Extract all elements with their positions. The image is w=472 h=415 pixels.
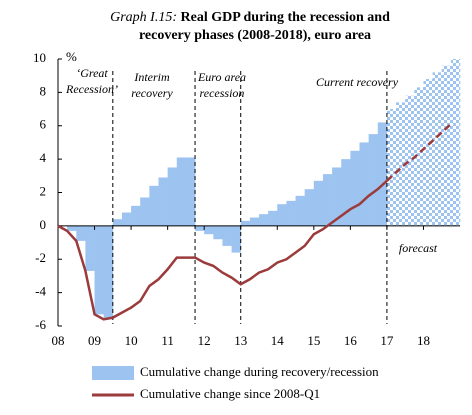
x-tick-label: 11 (161, 333, 174, 348)
bar (231, 225, 242, 253)
bar (259, 214, 269, 226)
bar (277, 204, 287, 226)
bar (450, 59, 461, 226)
bar (213, 225, 223, 240)
bar (149, 185, 159, 226)
y-tick-label: 8 (40, 83, 47, 98)
x-tick-label: 12 (198, 333, 211, 348)
annotation: recovery (131, 86, 173, 100)
annotation: Euro area (197, 70, 246, 84)
bar (423, 79, 433, 226)
title-line: Real GDP during the recession and (181, 10, 391, 25)
bar (67, 225, 77, 231)
bar (249, 217, 260, 226)
x-tick-label: 13 (234, 333, 247, 348)
x-tick-label: 09 (88, 333, 101, 348)
bar (158, 177, 168, 226)
line (57, 179, 388, 321)
bar (76, 225, 86, 241)
bar (286, 200, 296, 226)
bar (359, 142, 369, 226)
bar (94, 225, 104, 315)
y-tick-label: 4 (40, 150, 47, 165)
chart-title: Graph I.15: Real GDP during the recessio… (110, 10, 390, 25)
y-tick-label: 6 (40, 117, 47, 132)
y-tick-label: -6 (35, 317, 46, 332)
legend-label: Cumulative change since 2008-Q1 (140, 386, 320, 401)
annotation: forecast (399, 241, 438, 255)
bar (350, 150, 360, 226)
bar (332, 167, 342, 226)
bar (195, 225, 205, 231)
bar (131, 205, 141, 226)
bar (121, 212, 132, 226)
bar (85, 225, 95, 271)
x-tick-label: 17 (380, 333, 394, 348)
bar (396, 102, 406, 226)
annotation: Recession’ (65, 82, 118, 96)
bar (112, 219, 123, 226)
y-tick-label: -4 (35, 284, 46, 299)
bar (222, 225, 232, 246)
bar (185, 157, 196, 226)
y-tick-label: -2 (35, 250, 46, 265)
title-prefix: Graph I.15: (110, 10, 177, 25)
bar (304, 189, 315, 226)
y-unit: % (66, 49, 77, 64)
bar (103, 225, 114, 320)
x-tick-label: 08 (52, 333, 65, 348)
bar (295, 195, 305, 226)
bar (268, 210, 278, 226)
bar (313, 180, 324, 226)
x-tick-label: 15 (307, 333, 320, 348)
bar (432, 72, 443, 226)
bar (368, 134, 379, 226)
chart-title: recovery phases (2008-2018), euro area (139, 28, 371, 43)
x-tick-label: 14 (271, 333, 285, 348)
y-tick-label: 2 (40, 183, 47, 198)
bar (176, 157, 187, 226)
bar (377, 122, 388, 226)
bar (204, 225, 214, 235)
forecast-line (386, 123, 452, 182)
x-tick-label: 16 (344, 333, 358, 348)
bar (322, 174, 333, 226)
x-tick-label: 10 (125, 333, 138, 348)
y-tick-label: 0 (40, 217, 47, 232)
bar (341, 159, 351, 226)
bar (140, 197, 150, 226)
annotation: Current recovery (316, 75, 399, 89)
bar (386, 109, 397, 226)
bar (441, 65, 452, 226)
bar (240, 220, 251, 226)
annotation: Interim (133, 70, 170, 84)
x-tick-label: 18 (417, 333, 430, 348)
bar (405, 95, 415, 226)
legend-swatch (92, 366, 134, 380)
annotation: ‘Great (76, 66, 108, 80)
bar (167, 167, 178, 226)
bar (414, 87, 424, 226)
legend-label: Cumulative change during recovery/recess… (140, 364, 379, 379)
annotation: recession (200, 86, 245, 100)
y-tick-label: 10 (33, 50, 46, 65)
